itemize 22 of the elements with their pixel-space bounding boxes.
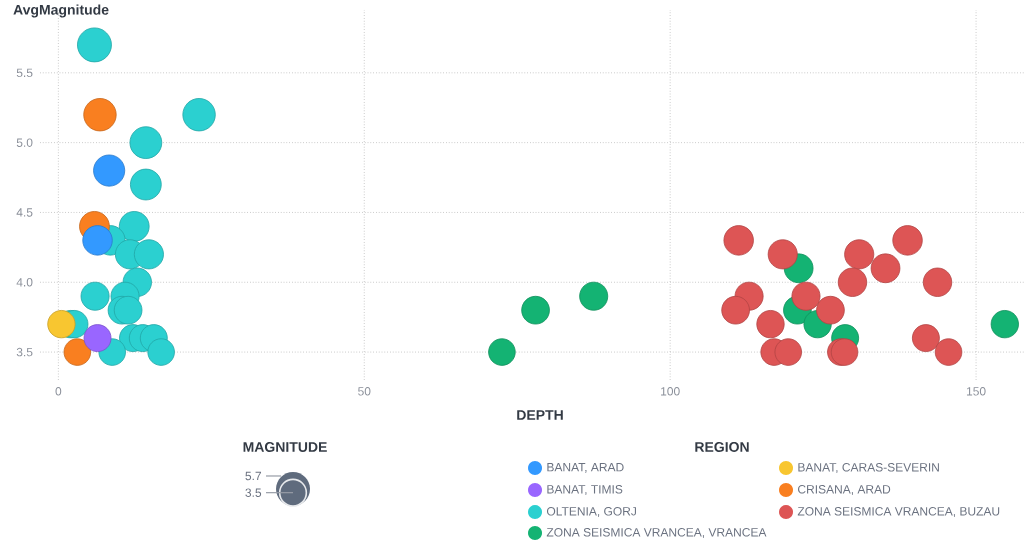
y-tick-label: 5.0 — [16, 138, 33, 147]
y-axis-title: AvgMagnitude — [13, 4, 109, 18]
x-tick-label: 50 — [358, 387, 371, 396]
y-tick-label: 4.5 — [16, 208, 33, 217]
legend-label: 3.5 — [245, 488, 262, 497]
y-tick-label: 4.0 — [16, 278, 33, 287]
y-tick-label: 5.5 — [16, 68, 33, 78]
y-tick-label: 3.5 — [16, 347, 33, 357]
x-tick-label: 100 — [661, 387, 680, 396]
legend-label: ZONA SEISMICA VRANCEA, VRANCEA — [546, 528, 767, 538]
legend-label: CRISANA, ARAD — [798, 485, 891, 495]
x-tick-label: 150 — [966, 387, 986, 396]
legend-label: BANAT, ARAD — [547, 463, 624, 473]
legend-label: BANAT, TIMIS — [547, 485, 623, 495]
legend-label: BANAT, CARAS-SEVERIN — [798, 463, 939, 473]
x-tick-label: 0 — [55, 387, 62, 396]
text: MAGNITUDE — [243, 442, 327, 452]
legend-label: ZONA SEISMICA VRANCEA, BUZAU — [797, 507, 1000, 517]
legend-title: REGION — [695, 442, 749, 452]
x-axis-title: DEPTH — [517, 410, 563, 420]
legend-label: 5.7 — [245, 471, 262, 481]
legend-label: OLTENIA, GORJ — [546, 507, 636, 517]
